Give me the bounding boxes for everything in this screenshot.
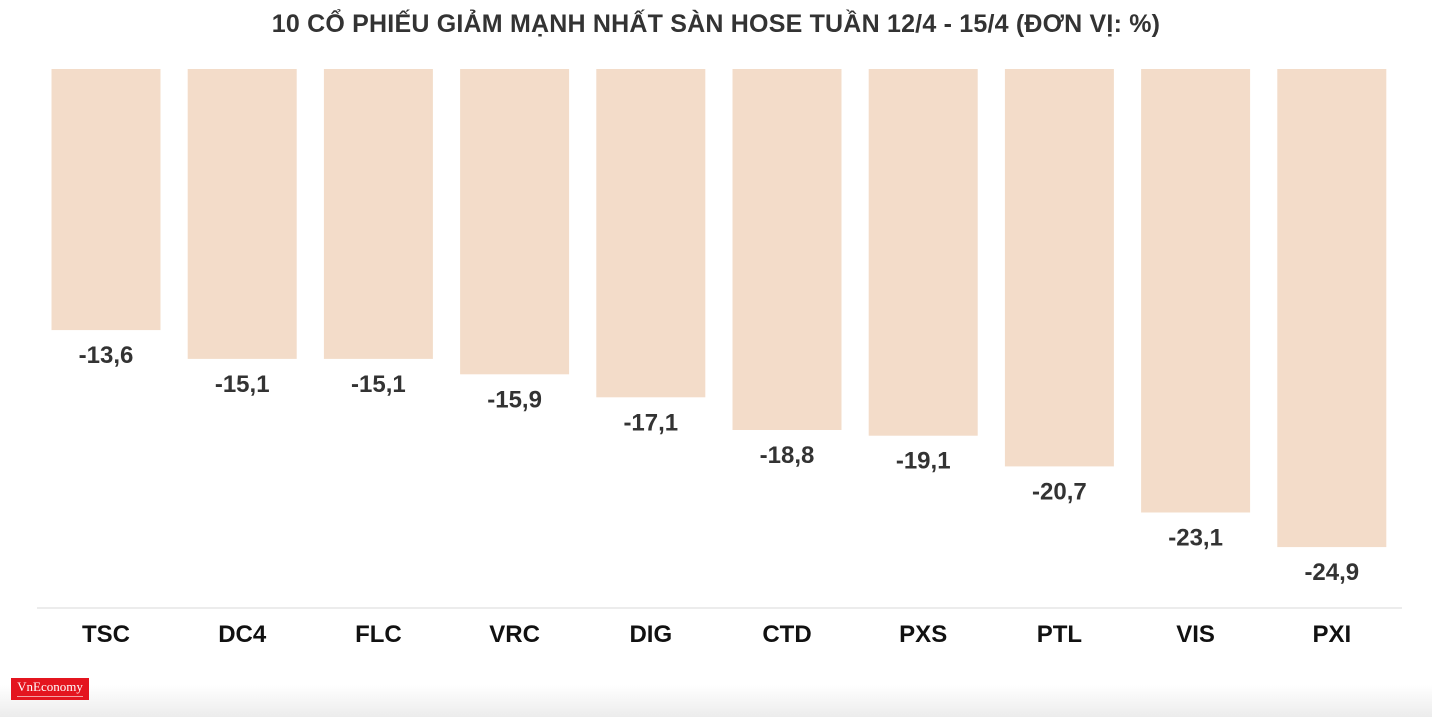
- value-labels-group: -13,6 -15,1 -15,1 -15,9 -17,1 -18,8 -19,1 -20,7…: [79, 342, 1360, 586]
- value-label-flc: -15,1: [351, 371, 406, 398]
- x-tick-label-tsc: TSC: [82, 621, 130, 648]
- bar-pxi: [1277, 69, 1387, 548]
- bar-vis: [1141, 69, 1251, 513]
- x-tick-label-pxs: PXS: [899, 621, 947, 648]
- value-label-dc4: -15,1: [215, 371, 270, 398]
- value-label-ctd: -18,8: [760, 442, 815, 469]
- bar-dc4: [187, 69, 297, 359]
- value-label-dig: -17,1: [623, 409, 678, 436]
- x-tick-label-ctd: CTD: [762, 621, 811, 648]
- bar-dig: [596, 69, 706, 398]
- value-label-vrc: -15,9: [487, 386, 542, 413]
- bars-group: [51, 69, 1387, 548]
- x-tick-label-flc: FLC: [355, 621, 402, 648]
- value-label-tsc: -13,6: [79, 342, 134, 369]
- bar-tsc: [51, 69, 161, 331]
- bar-ctd: [732, 69, 842, 430]
- chart-title: 10 CỔ PHIẾU GIẢM MẠNH NHẤT SÀN HOSE TUẦN…: [271, 10, 1161, 38]
- bottom-shadow: [0, 685, 1432, 717]
- x-tick-label-vis: VIS: [1176, 621, 1215, 648]
- bar-pxs: [868, 69, 978, 436]
- bar-ptl: [1004, 69, 1114, 467]
- bar-flc: [323, 69, 433, 359]
- x-tick-label-dc4: DC4: [218, 621, 267, 648]
- bar-vrc: [460, 69, 570, 375]
- value-label-pxi: -24,9: [1304, 559, 1359, 586]
- x-tick-label-ptl: PTL: [1037, 621, 1082, 648]
- vneconomy-logo: VnEconomy: [11, 678, 89, 700]
- value-label-vis: -23,1: [1168, 525, 1223, 552]
- x-tick-labels-group: TSC DC4 FLC VRC DIG CTD PXS PTL VIS PXI: [82, 621, 1351, 648]
- x-tick-label-pxi: PXI: [1312, 621, 1351, 648]
- value-label-pxs: -19,1: [896, 448, 951, 475]
- x-tick-label-dig: DIG: [629, 621, 672, 648]
- value-label-ptl: -20,7: [1032, 478, 1087, 505]
- x-tick-label-vrc: VRC: [489, 621, 540, 648]
